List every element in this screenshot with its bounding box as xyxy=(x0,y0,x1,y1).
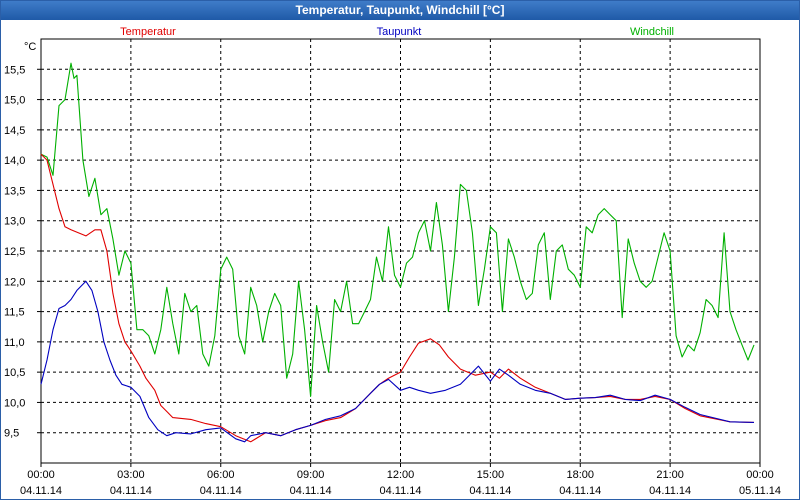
x-tick-time-label: 12:00 xyxy=(387,469,415,481)
x-tick-date-label: 04.11.14 xyxy=(469,485,511,497)
y-tick-label: 13,5 xyxy=(4,185,25,197)
x-tick-date-label: 04.11.14 xyxy=(20,485,62,497)
x-tick-date-label: 04.11.14 xyxy=(290,485,332,497)
y-tick-label: 15,5 xyxy=(4,64,25,76)
x-tick-time-label: 00:00 xyxy=(746,469,774,481)
y-axis-unit-label: °C xyxy=(24,41,36,53)
legend-windchill: Windchill xyxy=(630,26,674,38)
y-tick-label: 12,5 xyxy=(4,246,25,258)
x-tick-time-label: 00:00 xyxy=(27,469,55,481)
y-tick-label: 15,0 xyxy=(4,95,25,107)
series-line-windchill xyxy=(40,62,755,397)
series-line-taupunkt xyxy=(40,280,755,443)
x-tick-time-label: 09:00 xyxy=(297,469,325,481)
x-tick-date-label: 04.11.14 xyxy=(379,485,421,497)
y-tick-label: 14,0 xyxy=(4,155,25,167)
y-tick-label: 11,0 xyxy=(4,337,25,349)
chart-title: Temperatur, Taupunkt, Windchill [°C] xyxy=(1,1,799,20)
y-tick-label: 11,5 xyxy=(4,307,25,319)
x-tick-time-label: 03:00 xyxy=(117,469,145,481)
x-tick-time-label: 15:00 xyxy=(477,469,505,481)
y-tick-label: 10,0 xyxy=(4,397,25,409)
x-tick-date-label: 04.11.14 xyxy=(200,485,242,497)
x-tick-date-label: 04.11.14 xyxy=(559,485,601,497)
legend-temperatur: Temperatur xyxy=(120,26,176,38)
x-tick-time-label: 06:00 xyxy=(207,469,235,481)
x-tick-date-label: 04.11.14 xyxy=(110,485,152,497)
y-tick-label: 14,5 xyxy=(4,125,25,137)
x-tick-date-label: 04.11.14 xyxy=(649,485,691,497)
x-tick-date-label: 05.11.14 xyxy=(739,485,781,497)
legend-taupunkt: Taupunkt xyxy=(377,26,422,38)
y-tick-label: 9,5 xyxy=(4,428,19,440)
x-tick-time-label: 21:00 xyxy=(656,469,684,481)
y-tick-label: 13,0 xyxy=(4,216,25,228)
y-tick-label: 12,0 xyxy=(4,276,25,288)
y-tick-label: 10,5 xyxy=(4,367,25,379)
x-tick-time-label: 18:00 xyxy=(566,469,594,481)
